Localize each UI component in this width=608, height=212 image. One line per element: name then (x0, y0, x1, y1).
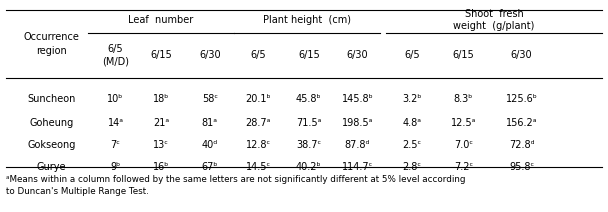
Text: 38.7ᶜ: 38.7ᶜ (296, 140, 322, 150)
Text: 6/30: 6/30 (199, 50, 221, 60)
Text: ᵃMeans within a column followed by the same letters are not significantly differ: ᵃMeans within a column followed by the s… (6, 175, 466, 196)
Text: Suncheon: Suncheon (27, 93, 76, 104)
Text: 67ᵇ: 67ᵇ (201, 162, 218, 173)
Text: 6/15: 6/15 (150, 50, 172, 60)
Text: 3.2ᵇ: 3.2ᵇ (402, 93, 422, 104)
Text: 58ᶜ: 58ᶜ (202, 93, 218, 104)
Text: 81ᵃ: 81ᵃ (202, 118, 218, 128)
Text: 7.2ᶜ: 7.2ᶜ (454, 162, 473, 173)
Text: 6/15: 6/15 (298, 50, 320, 60)
Text: 6/30: 6/30 (347, 50, 368, 60)
Text: 6/5: 6/5 (250, 50, 266, 60)
Text: 45.8ᵇ: 45.8ᵇ (296, 93, 322, 104)
Text: 6/5
(M/D): 6/5 (M/D) (102, 44, 129, 66)
Text: 156.2ᵃ: 156.2ᵃ (506, 118, 537, 128)
Text: 95.8ᶜ: 95.8ᶜ (509, 162, 534, 173)
Text: 14.5ᶜ: 14.5ᶜ (246, 162, 271, 173)
Text: Plant height  (cm): Plant height (cm) (263, 15, 351, 25)
Text: Occurrence
region: Occurrence region (24, 32, 80, 56)
Text: 125.6ᵇ: 125.6ᵇ (506, 93, 537, 104)
Text: 198.5ᵃ: 198.5ᵃ (342, 118, 373, 128)
Text: 87.8ᵈ: 87.8ᵈ (345, 140, 370, 150)
Text: 114.7ᶜ: 114.7ᶜ (342, 162, 373, 173)
Text: Leaf  number: Leaf number (128, 15, 194, 25)
Text: Gokseong: Gokseong (27, 140, 76, 150)
Text: 6/15: 6/15 (452, 50, 474, 60)
Text: 72.8ᵈ: 72.8ᵈ (509, 140, 534, 150)
Text: 6/5: 6/5 (404, 50, 420, 60)
Text: 16ᵇ: 16ᵇ (153, 162, 169, 173)
Text: 8.3ᵇ: 8.3ᵇ (454, 93, 473, 104)
Text: 40ᵈ: 40ᵈ (202, 140, 218, 150)
Text: 4.8ᵃ: 4.8ᵃ (402, 118, 422, 128)
Text: 10ᵇ: 10ᵇ (108, 93, 123, 104)
Text: Gurye: Gurye (37, 162, 66, 173)
Text: 40.2ᵇ: 40.2ᵇ (296, 162, 322, 173)
Text: 71.5ᵃ: 71.5ᵃ (296, 118, 322, 128)
Text: 6/30: 6/30 (511, 50, 533, 60)
Text: 20.1ᵇ: 20.1ᵇ (246, 93, 271, 104)
Text: 12.8ᶜ: 12.8ᶜ (246, 140, 271, 150)
Text: 7.0ᶜ: 7.0ᶜ (454, 140, 473, 150)
Text: 13ᶜ: 13ᶜ (153, 140, 169, 150)
Text: 145.8ᵇ: 145.8ᵇ (342, 93, 373, 104)
Text: Goheung: Goheung (30, 118, 74, 128)
Text: 7ᶜ: 7ᶜ (111, 140, 120, 150)
Text: 12.5ᵃ: 12.5ᵃ (451, 118, 476, 128)
Text: Shoot  fresh
weight  (g/plant): Shoot fresh weight (g/plant) (454, 9, 534, 31)
Text: 2.8ᶜ: 2.8ᶜ (402, 162, 422, 173)
Text: 21ᵃ: 21ᵃ (153, 118, 169, 128)
Text: 14ᵃ: 14ᵃ (108, 118, 123, 128)
Text: 9ᵇ: 9ᵇ (111, 162, 120, 173)
Text: 28.7ᵃ: 28.7ᵃ (246, 118, 271, 128)
Text: 2.5ᶜ: 2.5ᶜ (402, 140, 422, 150)
Text: 18ᵇ: 18ᵇ (153, 93, 169, 104)
